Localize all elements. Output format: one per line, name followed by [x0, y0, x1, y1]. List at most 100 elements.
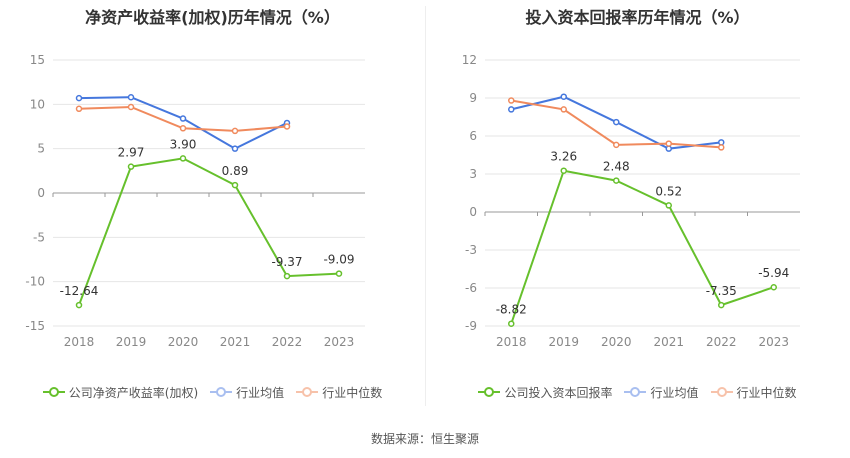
x-tick-label: 2018: [64, 335, 95, 349]
legend-label-industry-median: 行业中位数: [736, 385, 797, 400]
data-source-note: 数据来源：恒生聚源: [370, 432, 479, 446]
data-label: -9.09: [323, 253, 354, 267]
x-tick-label: 2021: [653, 335, 684, 349]
x-tick-label: 2022: [272, 335, 303, 349]
series-point[interactable]: [179, 115, 187, 122]
y-tick-label: 3: [469, 167, 477, 181]
roic-chart-panel: 投入资本回报率历年情况（%） 12 9 6 3 0 -3 -6 -9 2018 2019 2020 2…: [425, 0, 850, 410]
data-label: -8.82: [496, 303, 527, 317]
data-label: -7.35: [706, 284, 737, 298]
series-point[interactable]: [665, 145, 672, 152]
legend-swatch-industry-median: [296, 386, 319, 398]
series-point[interactable]: [665, 140, 672, 147]
data-label: -5.94: [758, 266, 789, 280]
data-label: 0.89: [222, 164, 249, 178]
legend-item-company-roe[interactable]: 公司净资产收益率(加权): [42, 384, 199, 401]
series-point[interactable]: [75, 105, 83, 113]
series-point[interactable]: [718, 301, 725, 309]
x-tick-label: 2018: [496, 335, 527, 349]
legend-swatch-industry-median: [710, 386, 733, 398]
series-point[interactable]: [75, 94, 83, 102]
data-label: 2.97: [118, 146, 145, 160]
data-label: 0.52: [655, 184, 682, 198]
series-point[interactable]: [560, 93, 567, 100]
legend-label-industry-median: 行业中位数: [322, 385, 383, 400]
legend-item-industry-median[interactable]: 行业中位数: [710, 384, 797, 401]
data-label: -9.37: [271, 255, 302, 269]
y-tick-label: 6: [469, 129, 477, 143]
series-point[interactable]: [231, 181, 239, 189]
x-tick-label: 2020: [168, 335, 199, 349]
series-point[interactable]: [613, 141, 620, 149]
series-point[interactable]: [335, 270, 343, 277]
y-tick-label: 15: [30, 53, 45, 67]
legend-swatch-company: [478, 386, 501, 398]
roe-chart-panel: 净资产收益率(加权)历年情况（%） 15 10 5 0 -5 -10 -15 2018 2019…: [0, 0, 425, 410]
x-tick-label: 2019: [548, 335, 579, 349]
legend-swatch-industry-avg: [210, 386, 233, 398]
series-line: [510, 169, 775, 325]
y-tick-label: -9: [465, 319, 477, 333]
series-point[interactable]: [560, 167, 567, 174]
y-tick-label: -5: [33, 230, 45, 244]
legend-label-industry-avg: 行业均值: [236, 385, 285, 400]
data-label: 3.90: [170, 137, 197, 151]
data-label: 2.48: [603, 160, 630, 174]
x-tick-label: 2022: [706, 335, 737, 349]
roic-chart-legend: 公司投入资本回报率 行业均值 行业中位数: [425, 382, 850, 402]
x-tick-label: 2020: [601, 335, 632, 349]
y-tick-label: 12: [462, 53, 477, 67]
series-point[interactable]: [179, 125, 187, 132]
series-point[interactable]: [283, 123, 291, 130]
series-point[interactable]: [613, 118, 620, 126]
series-point[interactable]: [508, 106, 515, 113]
series-point[interactable]: [613, 177, 620, 184]
y-tick-label: -15: [25, 319, 45, 333]
series-point[interactable]: [283, 272, 291, 280]
legend-label-company-roe: 公司净资产收益率(加权): [68, 385, 199, 400]
legend-label-company-roic: 公司投入资本回报率: [504, 385, 613, 400]
panel-divider: [425, 6, 426, 406]
legend-swatch-company: [42, 386, 65, 398]
y-tick-label: 10: [30, 97, 45, 111]
roe-chart-legend: 公司净资产收益率(加权) 行业均值 行业中位数: [0, 382, 425, 402]
roe-line-chart: 15 10 5 0 -5 -10 -15 2018 2019 2020 2021 2022 2023 -1…: [25, 53, 365, 349]
data-label: 3.26: [550, 150, 577, 164]
series-point[interactable]: [75, 301, 83, 309]
legend-label-industry-avg: 行业均值: [650, 385, 699, 400]
x-tick-label: 2021: [220, 335, 251, 349]
y-tick-label: 9: [469, 91, 477, 105]
series-point[interactable]: [508, 320, 515, 327]
roic-line-chart: 12 9 6 3 0 -3 -6 -9 2018 2019 2020 2021 2022 2023 -8.8…: [462, 53, 800, 349]
y-tick-label: -10: [25, 275, 45, 289]
y-tick-label: -6: [465, 281, 477, 295]
series-point[interactable]: [231, 127, 239, 135]
series-point[interactable]: [770, 283, 777, 291]
legend-swatch-industry-avg: [624, 386, 647, 398]
series-point[interactable]: [127, 103, 135, 111]
y-tick-label: 5: [37, 142, 45, 156]
roe-chart-title: 净资产收益率(加权)历年情况（%）: [85, 8, 340, 27]
y-tick-label: 0: [37, 186, 45, 200]
series-line: [78, 157, 340, 306]
series-point[interactable]: [718, 144, 725, 151]
series-point[interactable]: [127, 163, 135, 170]
y-tick-label: 0: [469, 205, 477, 219]
legend-item-industry-avg[interactable]: 行业均值: [624, 384, 699, 401]
x-tick-label: 2019: [116, 335, 147, 349]
legend-item-industry-avg[interactable]: 行业均值: [210, 384, 284, 401]
series-point[interactable]: [665, 202, 672, 209]
legend-item-company-roic[interactable]: 公司投入资本回报率: [478, 384, 612, 401]
series-point[interactable]: [508, 97, 515, 104]
roic-chart-title: 投入资本回报率历年情况（%）: [525, 8, 750, 27]
series-point[interactable]: [127, 93, 135, 101]
series-point[interactable]: [560, 106, 567, 113]
x-tick-label: 2023: [758, 335, 789, 349]
series-point[interactable]: [231, 145, 239, 152]
legend-item-industry-median[interactable]: 行业中位数: [296, 384, 382, 401]
data-label: -12.64: [60, 284, 99, 298]
series-point[interactable]: [179, 155, 187, 162]
series-point[interactable]: [718, 139, 725, 146]
y-tick-label: -3: [465, 243, 477, 257]
x-tick-label: 2023: [324, 335, 355, 349]
